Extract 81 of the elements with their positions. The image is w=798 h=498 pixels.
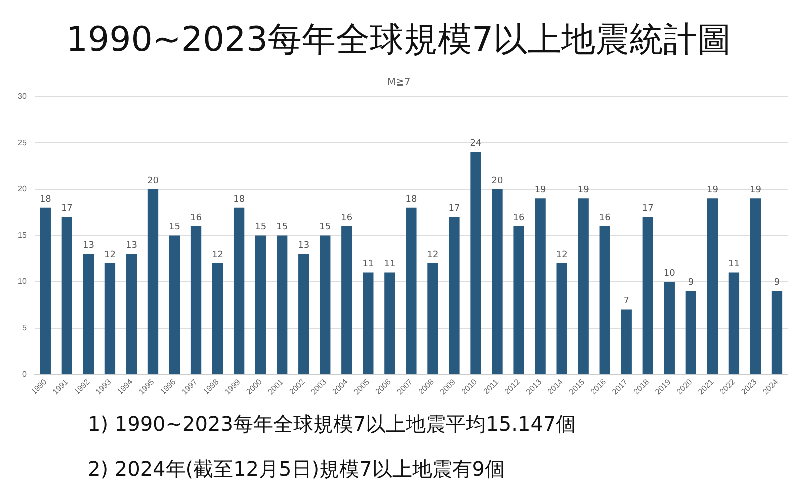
data-label: 12 (104, 250, 116, 260)
bar (492, 189, 503, 374)
chart-title: 1990~2023每年全球規模7以上地震統計圖 (66, 20, 732, 60)
data-label: 11 (362, 260, 374, 270)
data-label: 15 (169, 222, 180, 233)
text: 1) 1990~2023每年全球規模7以上地震平均15.147個 (88, 411, 576, 438)
data-label: 19 (706, 186, 719, 196)
data-label: 12 (427, 250, 439, 260)
bar (556, 263, 568, 374)
data-label: 17 (642, 204, 654, 214)
bar (406, 208, 417, 374)
bar (384, 272, 396, 374)
data-label: 18 (40, 194, 52, 205)
bar (664, 282, 675, 374)
bar (40, 208, 51, 374)
y-tick-label: 20 (18, 184, 28, 194)
bar (449, 217, 460, 374)
data-label: 20 (492, 176, 504, 186)
bar (428, 263, 438, 374)
bar (621, 310, 632, 374)
data-label: 9 (688, 278, 694, 288)
bar (256, 236, 266, 374)
bar (578, 198, 589, 374)
bar (642, 217, 654, 374)
data-label: 17 (61, 204, 73, 214)
bar (363, 272, 374, 374)
bar (535, 198, 546, 374)
bar (83, 254, 94, 374)
bar (62, 217, 72, 374)
bar (600, 226, 610, 374)
bar (126, 254, 138, 374)
y-tick-label: 25 (18, 138, 28, 148)
data-label: 12 (212, 250, 224, 260)
data-label: 16 (513, 213, 526, 224)
data-label: 16 (341, 213, 353, 224)
y-tick-label: 15 (18, 230, 28, 240)
bar (234, 208, 245, 374)
data-label: 15 (276, 222, 288, 233)
data-label: 17 (448, 204, 460, 214)
data-label: 15 (255, 222, 267, 233)
data-label: 9 (774, 278, 780, 288)
data-label: 10 (664, 268, 676, 279)
data-label: 12 (556, 250, 568, 260)
bar (750, 198, 762, 374)
data-label: 19 (534, 186, 547, 196)
chart-subtitle: M≧7 (387, 77, 411, 88)
bar (148, 189, 159, 374)
bar (686, 291, 696, 374)
data-label: 19 (750, 186, 762, 196)
y-tick-label: 30 (18, 92, 28, 102)
data-label: 13 (298, 241, 310, 252)
y-tick-label: 5 (22, 324, 28, 333)
bar (169, 236, 180, 374)
bar (728, 272, 740, 374)
data-label: 16 (599, 213, 612, 224)
data-label: 24 (470, 139, 482, 150)
bar (342, 226, 352, 374)
data-label: 19 (578, 186, 590, 196)
data-label: 11 (384, 260, 396, 270)
bar (190, 226, 202, 374)
bar (772, 291, 783, 374)
bar (320, 236, 331, 374)
data-label: 7 (624, 296, 630, 307)
bar (104, 263, 116, 374)
bar (212, 263, 224, 374)
y-tick-label: 0 (22, 370, 28, 379)
bar (298, 254, 310, 374)
data-label: 13 (82, 241, 94, 252)
data-label: 11 (728, 260, 740, 270)
data-label: 18 (234, 194, 246, 205)
text: 2) 2024年(截至12月5日)規模7以上地震有9個 (88, 456, 506, 483)
data-label: 20 (148, 176, 160, 186)
data-label: 15 (320, 222, 332, 233)
y-tick-label: 10 (18, 277, 28, 286)
bar (470, 152, 482, 374)
bar (514, 226, 524, 374)
bar (277, 236, 288, 374)
data-label: 16 (190, 213, 202, 224)
bar (707, 198, 718, 374)
data-label: 18 (406, 194, 418, 205)
data-label: 13 (126, 241, 138, 252)
